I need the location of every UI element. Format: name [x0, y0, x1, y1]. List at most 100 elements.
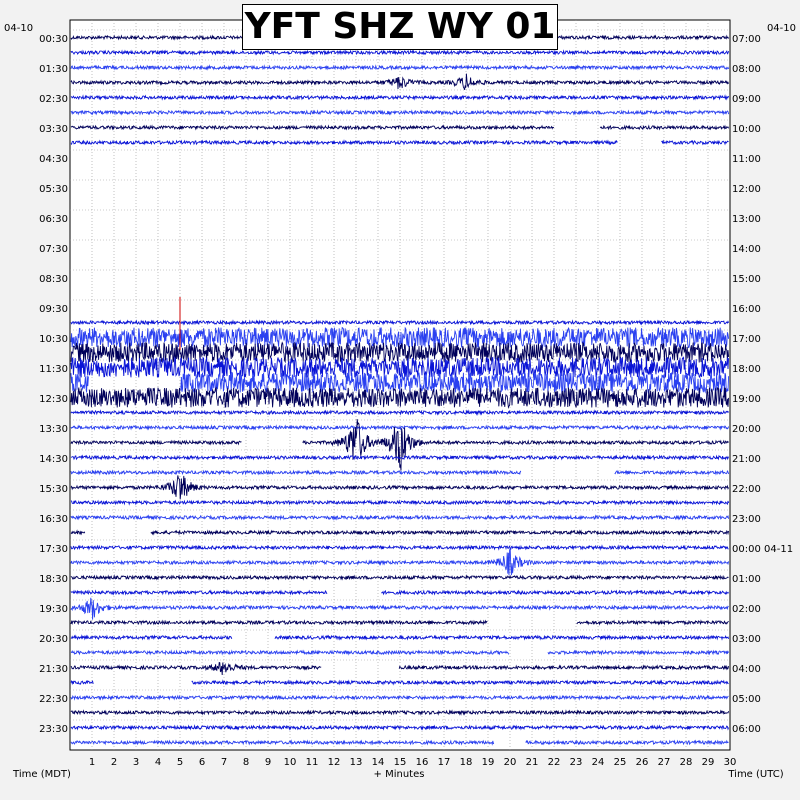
x-tick-label: 1 — [89, 757, 95, 768]
x-tick-label: 7 — [221, 757, 227, 768]
right-time-label: 19:00 — [732, 394, 761, 405]
trace-row — [70, 109, 730, 116]
trace-row — [70, 326, 730, 349]
x-tick-label: 26 — [636, 757, 649, 768]
left-time-label: 02:30 — [39, 94, 68, 105]
left-date-label: 04-10 — [4, 23, 33, 34]
right-time-label: 00:00 04-11 — [732, 544, 793, 555]
trace-row — [70, 544, 729, 551]
right-time-label: 15:00 — [732, 274, 761, 285]
right-time-label: 12:00 — [732, 184, 761, 195]
x-tick-label: 5 — [177, 757, 183, 768]
trace-row — [70, 548, 730, 576]
x-tick-label: 15 — [394, 757, 407, 768]
right-time-label: 09:00 — [732, 94, 761, 105]
trace-row — [70, 319, 730, 326]
trace-row — [70, 454, 730, 461]
trace-row — [70, 49, 730, 56]
x-tick-label: 18 — [460, 757, 473, 768]
trace-row — [70, 475, 729, 500]
left-time-label: 01:30 — [39, 64, 68, 75]
right-time-label: 11:00 — [732, 154, 761, 165]
right-time-label: 01:00 — [732, 574, 761, 585]
x-label-left: Time (MDT) — [12, 769, 71, 780]
trace-row — [70, 94, 730, 101]
left-time-label: 12:30 — [39, 394, 68, 405]
x-tick-label: 4 — [155, 757, 161, 768]
trace-row — [70, 386, 730, 410]
right-time-label: 10:00 — [732, 124, 761, 135]
trace-row — [70, 514, 730, 521]
chart-title: YFT SHZ WY 01 — [242, 4, 558, 50]
trace-row — [70, 679, 729, 686]
left-time-label: 13:30 — [39, 424, 68, 435]
left-time-label: 06:30 — [39, 214, 68, 225]
left-time-label: 23:30 — [39, 724, 68, 735]
left-time-label: 11:30 — [39, 364, 68, 375]
x-tick-label: 2 — [111, 757, 117, 768]
x-tick-label: 3 — [133, 757, 139, 768]
trace-row — [70, 597, 729, 620]
x-tick-label: 29 — [702, 757, 715, 768]
left-time-label: 21:30 — [39, 664, 68, 675]
left-time-label: 15:30 — [39, 484, 68, 495]
trace-row — [70, 424, 730, 431]
right-time-label: 22:00 — [732, 484, 761, 495]
left-time-label: 07:30 — [39, 244, 68, 255]
left-time-label: 09:30 — [39, 304, 68, 315]
trace-row — [70, 355, 730, 379]
x-tick-label: 16 — [416, 757, 429, 768]
right-time-label: 05:00 — [732, 694, 761, 705]
left-time-label: 08:30 — [39, 274, 68, 285]
trace-row — [70, 619, 729, 626]
x-tick-label: 17 — [438, 757, 451, 768]
x-label-right: Time (UTC) — [727, 769, 783, 780]
trace-row — [70, 634, 730, 641]
trace-row — [70, 574, 729, 581]
trace-row — [70, 371, 730, 394]
trace-row — [70, 419, 729, 471]
trace-row — [70, 649, 730, 656]
right-time-label: 03:00 — [732, 634, 761, 645]
x-tick-label: 12 — [328, 757, 341, 768]
x-tick-label: 9 — [265, 757, 271, 768]
trace-row — [70, 499, 730, 506]
trace-row — [70, 64, 730, 71]
left-time-label: 14:30 — [39, 454, 68, 465]
trace-row — [70, 661, 730, 676]
x-tick-label: 22 — [548, 757, 561, 768]
left-time-label: 19:30 — [39, 604, 68, 615]
left-time-label: 03:30 — [39, 124, 68, 135]
x-tick-label: 23 — [570, 757, 583, 768]
x-tick-label: 20 — [504, 757, 517, 768]
left-time-label: 20:30 — [39, 634, 68, 645]
right-time-label: 21:00 — [732, 454, 761, 465]
left-time-label: 04:30 — [39, 154, 68, 165]
trace-row — [70, 409, 729, 416]
x-tick-label: 6 — [199, 757, 205, 768]
right-time-label: 04:00 — [732, 664, 761, 675]
right-date-label: 04-10 — [767, 23, 796, 34]
x-tick-label: 27 — [658, 757, 671, 768]
right-time-label: 20:00 — [732, 424, 761, 435]
trace-row — [70, 739, 729, 746]
right-time-label: 06:00 — [732, 724, 761, 735]
left-time-label: 16:30 — [39, 514, 68, 525]
trace-row — [70, 589, 729, 596]
x-tick-label: 14 — [372, 757, 385, 768]
x-tick-label: 8 — [243, 757, 249, 768]
right-time-label: 13:00 — [732, 214, 761, 225]
x-tick-label: 24 — [592, 757, 605, 768]
trace-row — [70, 469, 730, 476]
x-tick-label: 10 — [284, 757, 297, 768]
x-tick-label: 21 — [526, 757, 539, 768]
axis-labels: 04-10 04-10 00:30 01:30 02:30 03:30 04:30 05:30… — [4, 23, 796, 780]
x-tick-label: 25 — [614, 757, 627, 768]
left-time-label: 17:30 — [39, 544, 68, 555]
left-time-label: 00:30 — [39, 34, 68, 45]
x-tick-label: 13 — [350, 757, 363, 768]
trace-row — [70, 529, 730, 536]
x-tick-label: 30 — [724, 757, 737, 768]
trace-row — [70, 73, 730, 90]
